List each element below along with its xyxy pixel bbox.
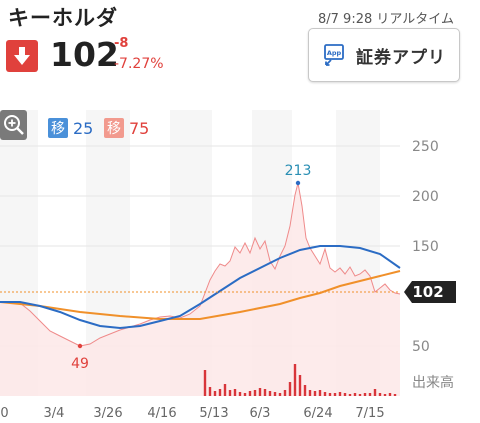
- current-price-tag-label: 102: [412, 283, 443, 301]
- volume-bar: [303, 385, 307, 396]
- volume-bar: [378, 393, 382, 396]
- volume-bar: [333, 393, 337, 396]
- y-axis: 250 200 150 50: [412, 139, 439, 355]
- chart-lines: [0, 245, 401, 330]
- volume-bar: [318, 390, 322, 396]
- volume-bar: [218, 389, 222, 396]
- volume-bar: [328, 393, 332, 396]
- volume-bar: [248, 391, 252, 396]
- volume-bar: [368, 393, 372, 396]
- price-change-percent: -7.27%: [114, 56, 164, 72]
- volume-bar: [358, 394, 362, 396]
- ma25-line: [0, 245, 401, 330]
- x-tick-label: 3/4: [44, 406, 65, 421]
- legend-ma75[interactable]: 移 75: [104, 118, 149, 138]
- volume-bar: [313, 391, 317, 396]
- high-point: [295, 180, 301, 186]
- zoom-button-bg[interactable]: [0, 110, 27, 140]
- volume-bar: [388, 393, 392, 396]
- volume-bar: [278, 393, 282, 396]
- volume-bar: [288, 382, 292, 396]
- app-icon: App: [322, 43, 346, 67]
- quote-header: キーホルダ 8/7 9:28 リアルタイム 102 -8 -7.27% App …: [0, 0, 480, 110]
- ma75-line: [0, 270, 401, 320]
- ma75-badge: [104, 118, 124, 138]
- ma25-badge: [48, 118, 68, 138]
- svg-text:App: App: [327, 49, 342, 57]
- ma25-tag: 移: [51, 121, 65, 137]
- volume-bar: [223, 384, 227, 396]
- x-tick-label: 5/13: [199, 406, 228, 421]
- volume-bar: [293, 364, 297, 396]
- volume-bar: [308, 390, 312, 396]
- volume-bar: [208, 387, 212, 396]
- volume-bar: [298, 375, 302, 396]
- y-tick-label: 50: [412, 339, 430, 355]
- volume-bars: [203, 364, 397, 396]
- x-tick-label: 6/24: [303, 406, 332, 421]
- volume-bar: [203, 370, 207, 396]
- stock-chart[interactable]: 213 49 移 25 移 75 250 200 150 50 出来高 102 2/10…: [0, 110, 480, 423]
- volume-bar: [273, 392, 277, 396]
- x-tick-label: 7/15: [355, 406, 384, 421]
- volume-bar: [353, 393, 357, 396]
- y-tick-label: 200: [412, 189, 439, 205]
- stock-name: キーホルダ: [8, 6, 118, 30]
- ma75-tag: 移: [107, 121, 121, 137]
- volume-bar: [283, 390, 287, 396]
- volume-bar: [258, 388, 262, 396]
- ma25-value: 25: [73, 119, 93, 138]
- volume-bar: [363, 393, 367, 396]
- down-arrow-icon: [6, 40, 38, 72]
- volume-bar: [268, 391, 272, 396]
- current-price: 102: [50, 35, 119, 74]
- volume-bar: [383, 394, 387, 396]
- price-line: [0, 182, 401, 347]
- securities-app-button[interactable]: App 証券アプリ: [308, 28, 460, 82]
- price-area: [0, 182, 401, 396]
- volume-bar: [228, 390, 232, 396]
- volume-bar: [373, 389, 377, 396]
- ma75-value: 75: [129, 119, 149, 138]
- chart-markers: 213 49: [71, 163, 311, 372]
- x-tick-label: 4/16: [147, 406, 176, 421]
- volume-bar: [238, 392, 242, 396]
- volume-label: 出来高: [412, 374, 454, 391]
- x-tick-label: 3/26: [93, 406, 122, 421]
- volume-bar: [343, 393, 347, 396]
- legend-ma25[interactable]: 移 25: [48, 118, 93, 138]
- current-price-tag-bg: [404, 281, 456, 303]
- volume-bar: [213, 391, 217, 396]
- volume-bar: [263, 389, 267, 396]
- low-point: [77, 343, 83, 349]
- high-label: 213: [285, 163, 312, 179]
- volume-bar: [338, 392, 342, 396]
- volume-bar: [393, 394, 397, 396]
- y-tick-label: 150: [412, 239, 439, 255]
- securities-app-label: 証券アプリ: [356, 47, 446, 68]
- volume-bar: [253, 390, 257, 396]
- x-tick-label: 2/10: [0, 406, 9, 421]
- y-tick-label: 250: [412, 139, 439, 155]
- volume-bar: [233, 389, 237, 396]
- price-area-fill: [0, 183, 400, 396]
- x-axis: 2/10 3/4 3/26 4/16 5/13 6/3 6/24 7/15: [0, 406, 385, 421]
- price-change: -8: [114, 36, 129, 51]
- low-label: 49: [71, 356, 89, 372]
- x-tick-label: 6/3: [250, 406, 271, 421]
- realtime-timestamp: 8/7 9:28 リアルタイム: [318, 12, 454, 27]
- volume-bar: [323, 392, 327, 396]
- zoom-in-icon: [4, 115, 24, 135]
- current-price-tag: 102: [404, 281, 456, 303]
- zoom-button[interactable]: [0, 110, 27, 140]
- volume-bar: [243, 393, 247, 396]
- volume-bar: [348, 394, 352, 396]
